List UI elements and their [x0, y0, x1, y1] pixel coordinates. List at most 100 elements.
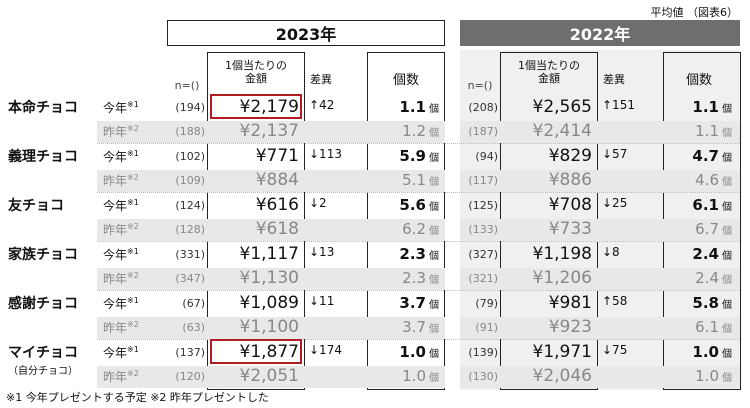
mark2: ※2: [127, 222, 139, 231]
category-label: 義理チョコ: [8, 149, 78, 165]
sample-size-prev: (63): [182, 321, 205, 334]
sample-size: (67): [182, 297, 205, 310]
mark1: ※1: [127, 296, 139, 305]
count-value: 6.1 個: [660, 196, 732, 214]
diff-header-2023: 差異: [310, 73, 332, 86]
amount-header-2023: 1個当たりの 金額: [207, 59, 305, 85]
unit-label: 個: [722, 251, 732, 262]
sample-size: (137): [175, 346, 205, 359]
amount-value-prev: ¥2,046: [532, 366, 592, 386]
mark2: ※2: [127, 369, 139, 378]
count-number: 1.1: [692, 98, 719, 116]
unit-label: 個: [722, 177, 732, 188]
count-header-2022: 個数: [685, 73, 712, 88]
sample-size: (79): [475, 297, 498, 310]
amount-value-prev: ¥1,130: [239, 268, 299, 288]
this-year-label: 今年※1: [103, 344, 139, 361]
unit-label: 個: [429, 275, 439, 286]
count-number: 1.0: [399, 343, 426, 361]
count-value: 3.7 個: [367, 294, 439, 312]
row-separator: [97, 339, 740, 340]
mark1: ※1: [127, 149, 139, 158]
unit-label: 個: [429, 104, 439, 115]
this-year-label: 今年※1: [103, 295, 139, 312]
count-number: 3.7: [399, 294, 426, 312]
amount-value: ¥1,877: [239, 342, 299, 362]
this-year-label: 今年※1: [103, 197, 139, 214]
mark2: ※2: [127, 271, 139, 280]
last-year-label: 昨年※2: [103, 270, 139, 287]
count-number: 5.6: [399, 196, 426, 214]
this-year-text: 今年: [103, 297, 128, 311]
count-number: 4.7: [692, 147, 719, 165]
row-separator: [97, 241, 740, 242]
prev-row-band-2023: [97, 170, 445, 192]
diff-value: ↓2: [309, 196, 327, 210]
count-value: 4.7 個: [660, 147, 732, 165]
last-year-label: 昨年※2: [103, 221, 139, 238]
this-year-label: 今年※1: [103, 99, 139, 116]
count-number: 6.1: [692, 196, 719, 214]
mark1: ※1: [127, 247, 139, 256]
unit-label: 個: [429, 251, 439, 262]
highlight-box: [210, 339, 302, 364]
count-value: 1.0 個: [660, 343, 732, 361]
count-number-prev: 4.6: [695, 171, 719, 189]
sample-size: (94): [475, 150, 498, 163]
count-value-prev: 1.1 個: [660, 122, 732, 140]
count-number-prev: 6.7: [695, 220, 719, 238]
amount-value: ¥616: [255, 195, 299, 215]
sample-size-prev: (91): [475, 321, 498, 334]
this-year-label: 今年※1: [103, 148, 139, 165]
prev-row-band-2023: [97, 268, 445, 290]
unit-label: 個: [722, 275, 732, 286]
diff-value: ↑42: [309, 98, 335, 112]
count-value: 5.8 個: [660, 294, 732, 312]
count-value-prev: 5.1 個: [367, 171, 439, 189]
count-header-2023: 個数: [392, 73, 419, 88]
highlight-box: [210, 94, 302, 119]
this-year-text: 今年: [103, 150, 128, 164]
unit-label: 個: [429, 226, 439, 237]
amount-value: ¥981: [548, 293, 592, 313]
row-separator: [97, 143, 740, 144]
count-value: 1.1 個: [367, 98, 439, 116]
count-value-prev: 6.2 個: [367, 220, 439, 238]
amount-value-prev: ¥1,206: [532, 268, 592, 288]
year-header-2023: 2023年: [167, 20, 445, 46]
count-number-prev: 5.1: [402, 171, 426, 189]
footnote: ※1 今年プレゼントする予定 ※2 昨年プレゼントした: [6, 391, 269, 404]
sample-size-prev: (120): [175, 370, 205, 383]
category-label: 友チョコ: [8, 198, 64, 214]
diff-value: ↓57: [602, 147, 628, 161]
sample-size-prev: (109): [175, 174, 205, 187]
amount-header-line2: 金額: [538, 71, 560, 85]
count-value-prev: 3.7 個: [367, 318, 439, 336]
count-number: 2.4: [692, 245, 719, 263]
amount-value-prev: ¥886: [548, 170, 592, 190]
unit-label: 個: [429, 177, 439, 188]
mark2: ※2: [127, 320, 139, 329]
diff-value: ↓75: [602, 343, 628, 357]
amount-value: ¥1,117: [239, 244, 299, 264]
count-value: 5.6 個: [367, 196, 439, 214]
unit-label: 個: [429, 128, 439, 139]
count-number-prev: 6.1: [695, 318, 719, 336]
count-value-prev: 4.6 個: [660, 171, 732, 189]
unit-label: 個: [722, 104, 732, 115]
sample-size: (194): [175, 101, 205, 114]
diff-value: ↓113: [309, 147, 342, 161]
this-year-label: 今年※1: [103, 246, 139, 263]
count-number: 5.9: [399, 147, 426, 165]
amount-value: ¥771: [255, 146, 299, 166]
unit-label: 個: [429, 349, 439, 360]
last-year-text: 昨年: [103, 223, 128, 237]
n-header-2022: n=(): [467, 79, 493, 92]
sample-size-prev: (187): [468, 125, 498, 138]
count-value-prev: 1.0 個: [660, 367, 732, 385]
amount-value: ¥708: [548, 195, 592, 215]
diff-value: ↓13: [309, 245, 335, 259]
amount-value-prev: ¥2,051: [239, 366, 299, 386]
category-label: 感謝チョコ: [8, 296, 78, 312]
prev-row-band-2022: [460, 170, 740, 192]
